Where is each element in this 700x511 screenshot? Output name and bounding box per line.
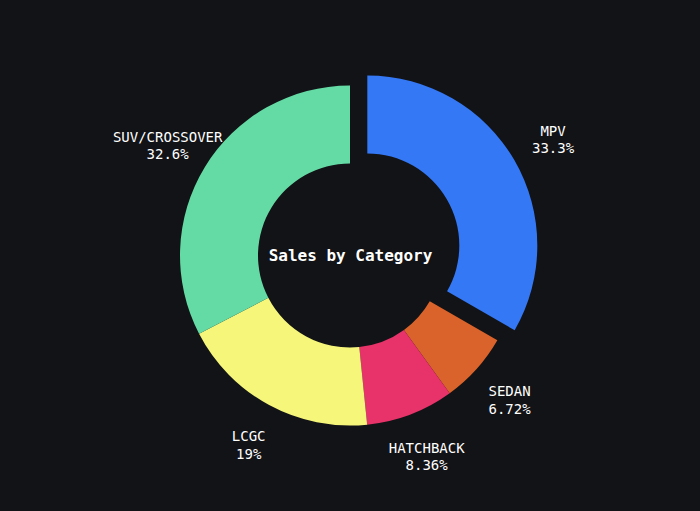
svg-text:HATCHBACK8.36%: HATCHBACK8.36%	[389, 440, 465, 474]
svg-text:SEDAN6.72%: SEDAN6.72%	[488, 383, 531, 417]
svg-text:SUV/CROSSOVER32.6%: SUV/CROSSOVER32.6%	[113, 129, 223, 163]
svg-text:Sales by Category: Sales by Category	[269, 246, 433, 265]
svg-text:MPV33.3%: MPV33.3%	[532, 123, 575, 157]
svg-text:LCGC19%: LCGC19%	[232, 428, 266, 462]
